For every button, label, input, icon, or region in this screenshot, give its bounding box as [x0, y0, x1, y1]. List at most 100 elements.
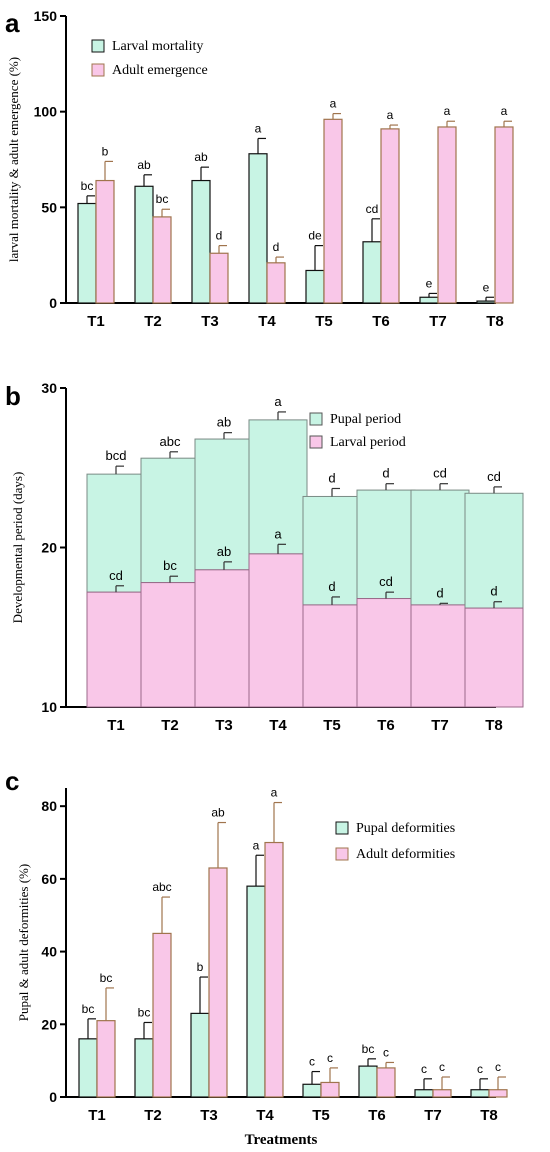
significance-letter: c [439, 1060, 445, 1074]
y-tick-label: 30 [41, 380, 57, 396]
bar-adult-deformities [320, 1081, 340, 1098]
bar-pupal-period [302, 495, 362, 606]
y-tick-label: 20 [41, 1016, 57, 1032]
bar-larval-period [356, 598, 416, 708]
y-tick-label: 100 [34, 104, 58, 120]
significance-letter: cd [487, 469, 501, 484]
bar-pupal-period [248, 419, 308, 555]
significance-letter: c [477, 1062, 483, 1076]
x-tick-label: T6 [372, 313, 390, 330]
significance-letter: d [382, 466, 389, 481]
legend-label: Larval period [330, 435, 406, 450]
y-tick-label: 40 [41, 944, 57, 960]
bar-pupal-period [194, 438, 254, 571]
x-tick-label: T5 [323, 717, 341, 734]
bar-larval-period [248, 553, 308, 708]
legend-label: Pupal period [330, 412, 401, 427]
bar-larval-mortality [191, 179, 211, 304]
bar-adult-deformities [208, 867, 228, 1098]
panel-label: a [5, 8, 20, 38]
x-tick-label: T7 [424, 1107, 442, 1124]
significance-letter: d [490, 584, 497, 599]
panel-label: b [5, 381, 21, 411]
bar-larval-period [410, 604, 470, 708]
bar-larval-mortality [476, 300, 496, 304]
significance-letter: bc [100, 971, 113, 985]
significance-letter: abc [160, 434, 181, 449]
x-tick-label: T6 [368, 1107, 386, 1124]
bar-larval-period [86, 591, 146, 708]
significance-letter: a [444, 104, 451, 118]
significance-letter: ab [217, 544, 231, 559]
significance-letter: e [483, 280, 490, 294]
legend-label: Pupal deformities [356, 821, 455, 836]
significance-letter: abc [152, 880, 171, 894]
bar-pupal-deformities [470, 1089, 490, 1098]
bar-adult-deformities [264, 841, 284, 1098]
bar-pupal-deformities [134, 1038, 154, 1098]
y-tick-label: 150 [34, 8, 58, 24]
y-axis-label: Pupal & adult deformities (%) [16, 864, 31, 1021]
bar-larval-mortality [248, 153, 268, 304]
y-tick-label: 0 [49, 1089, 57, 1105]
x-tick-label: T5 [315, 313, 333, 330]
y-axis-label: larval mortality & adult emergence (%) [6, 57, 21, 262]
legend-swatch [309, 412, 323, 426]
significance-letter: bc [138, 1005, 151, 1019]
y-tick-label: 80 [41, 798, 57, 814]
y-tick-label: 50 [41, 199, 57, 215]
bar-adult-emergence [95, 179, 115, 304]
significance-letter: a [253, 838, 260, 852]
bar-larval-period [140, 582, 200, 708]
significance-letter: bc [82, 1002, 95, 1016]
bar-larval-mortality [134, 185, 154, 304]
bar-pupal-period [464, 492, 524, 609]
bar-adult-deformities [152, 932, 172, 1098]
bar-adult-emergence [437, 126, 457, 304]
x-tick-label: T3 [201, 313, 219, 330]
bar-adult-emergence [152, 216, 172, 304]
legend-swatch [91, 63, 105, 77]
bar-pupal-deformities [190, 1012, 210, 1098]
significance-letter: c [309, 1055, 315, 1069]
bar-adult-emergence [209, 252, 229, 304]
legend-swatch [335, 847, 349, 861]
x-tick-label: T8 [486, 313, 504, 330]
significance-letter: bc [81, 179, 94, 193]
bar-pupal-deformities [414, 1089, 434, 1098]
significance-letter: c [327, 1051, 333, 1065]
bar-adult-deformities [376, 1067, 396, 1098]
significance-letter: a [274, 526, 282, 541]
bar-adult-deformities [488, 1089, 508, 1098]
bar-pupal-period [410, 489, 470, 606]
significance-letter: cd [433, 466, 447, 481]
bar-adult-emergence [380, 128, 400, 304]
significance-letter: ab [217, 415, 231, 430]
significance-letter: b [102, 144, 109, 158]
significance-letter: ab [194, 150, 208, 164]
significance-letter: a [387, 108, 394, 122]
x-tick-label: T4 [256, 1107, 274, 1124]
bar-adult-emergence [494, 126, 514, 304]
bar-pupal-deformities [246, 885, 266, 1098]
legend-swatch [91, 39, 105, 53]
bar-adult-emergence [266, 262, 286, 304]
bar-larval-mortality [362, 241, 382, 304]
x-tick-label: T3 [215, 717, 233, 734]
bar-larval-period [194, 569, 254, 708]
significance-letter: a [271, 786, 278, 800]
y-tick-label: 20 [41, 540, 57, 556]
y-axis-label: Developmental period (days) [10, 472, 25, 624]
legend-label: Adult deformities [356, 847, 455, 862]
x-axis-label: Treatments [245, 1132, 318, 1148]
x-tick-label: T6 [377, 717, 395, 734]
significance-letter: a [330, 97, 337, 111]
x-tick-label: T1 [107, 717, 125, 734]
legend-swatch [335, 821, 349, 835]
x-tick-label: T5 [312, 1107, 330, 1124]
significance-letter: d [216, 229, 223, 243]
significance-letter: d [328, 579, 335, 594]
significance-letter: c [421, 1062, 427, 1076]
chart-panel-c: c 0 20 40 60 80 Pupal & adult deformities (%) T… [5, 766, 508, 1148]
